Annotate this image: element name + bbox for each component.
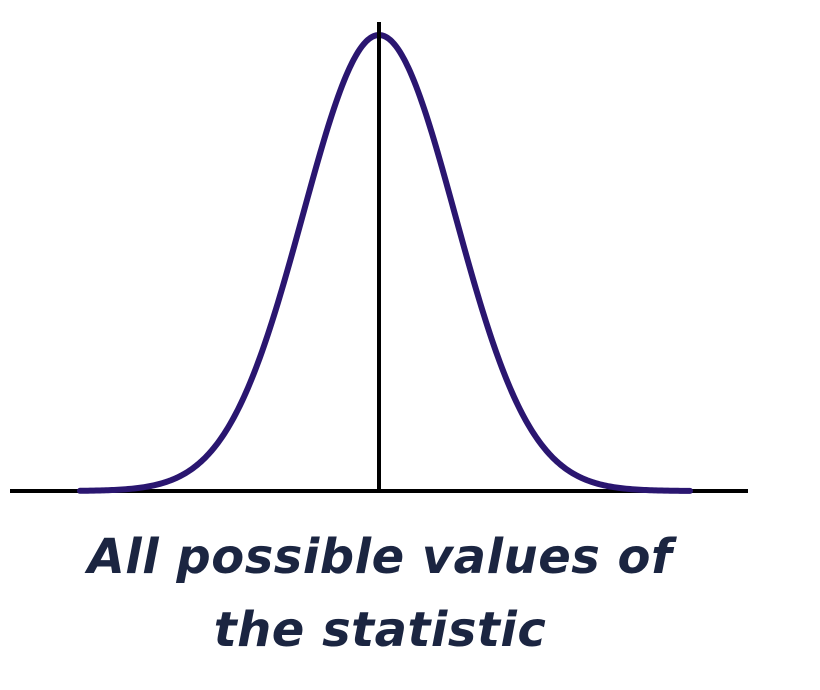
caption-line-2: the statistic xyxy=(213,602,547,658)
bell-curve xyxy=(77,32,693,494)
caption-line-1: All possible values of xyxy=(87,529,673,585)
